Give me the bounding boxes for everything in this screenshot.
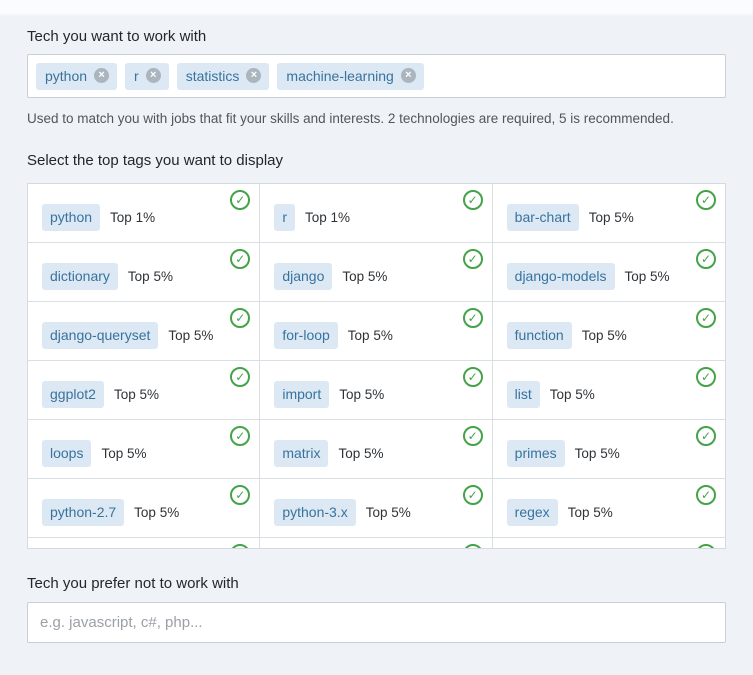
tech-preferences-panel: Tech you want to work with python × r × … xyxy=(27,28,726,643)
remove-tag-icon[interactable]: × xyxy=(145,68,161,83)
tag-rank-label: Top 5% xyxy=(624,268,670,284)
tag-rank-label: Top 5% xyxy=(588,209,634,225)
tag-chip: list xyxy=(506,380,540,408)
tag-rank-label: Top 5% xyxy=(549,386,595,402)
top-tag-cell[interactable]: ✓ xyxy=(492,538,725,548)
tag-chip: function xyxy=(506,321,572,349)
chip-label: r xyxy=(134,67,139,84)
top-tag-cell[interactable]: django-queryset Top 5% ✓ xyxy=(28,302,261,361)
remove-tag-icon[interactable]: × xyxy=(246,68,262,83)
remove-tag-icon[interactable]: × xyxy=(94,68,110,83)
check-circle-icon[interactable]: ✓ xyxy=(462,485,483,505)
top-tag-cell[interactable]: dictionary Top 5% ✓ xyxy=(28,243,261,302)
check-circle-icon[interactable]: ✓ xyxy=(695,249,716,269)
top-tag-cell[interactable]: loops Top 5% ✓ xyxy=(28,420,261,479)
top-tag-cell[interactable]: python-3.x Top 5% ✓ xyxy=(260,479,493,538)
selected-tech-chip[interactable]: statistics × xyxy=(176,62,270,90)
check-circle-icon[interactable]: ✓ xyxy=(462,249,483,269)
tag-chip: regex xyxy=(506,498,558,526)
tag-chip: python xyxy=(42,203,101,231)
tag-rank-label: Top 1% xyxy=(110,209,156,225)
selected-tech-chip[interactable]: machine-learning × xyxy=(277,62,424,90)
check-circle-icon[interactable]: ✓ xyxy=(695,367,716,387)
remove-tag-icon[interactable]: × xyxy=(400,68,416,83)
check-circle-icon[interactable]: ✓ xyxy=(230,190,251,210)
tag-chip: django-queryset xyxy=(42,321,159,349)
check-circle-icon[interactable]: ✓ xyxy=(462,190,483,210)
top-tags-grid: python Top 1% ✓ r Top 1% ✓ bar-chart Top… xyxy=(27,183,726,549)
check-circle-icon[interactable]: ✓ xyxy=(462,367,483,387)
tag-chip: ggplot2 xyxy=(42,380,104,408)
check-circle-icon[interactable]: ✓ xyxy=(230,249,251,269)
tag-chip: python-3.x xyxy=(274,498,356,526)
tag-rank-label: Top 5% xyxy=(574,445,620,461)
want-tech-heading: Tech you want to work with xyxy=(27,28,207,45)
tag-chip: import xyxy=(274,380,330,408)
check-circle-icon[interactable]: ✓ xyxy=(462,426,483,446)
top-tag-cell[interactable]: regex Top 5% ✓ xyxy=(492,479,725,538)
tag-rank-label: Top 5% xyxy=(581,327,627,343)
check-circle-icon[interactable]: ✓ xyxy=(695,544,716,548)
check-circle-icon[interactable]: ✓ xyxy=(695,190,716,210)
top-tag-cell[interactable]: ggplot2 Top 5% ✓ xyxy=(28,361,261,420)
top-tag-cell[interactable]: ✓ xyxy=(260,538,493,548)
check-circle-icon[interactable]: ✓ xyxy=(695,308,716,328)
top-tag-cell[interactable]: r Top 1% ✓ xyxy=(260,184,493,243)
check-circle-icon[interactable]: ✓ xyxy=(695,426,716,446)
want-tech-input[interactable]: python × r × statistics × machine-learni… xyxy=(27,54,726,98)
selected-tech-chip[interactable]: r × xyxy=(125,62,169,90)
top-tag-cell[interactable]: list Top 5% ✓ xyxy=(492,361,725,420)
top-tag-cell[interactable]: for-loop Top 5% ✓ xyxy=(260,302,493,361)
top-tag-cell[interactable]: ✓ xyxy=(28,538,261,548)
tag-rank-label: Top 5% xyxy=(101,445,147,461)
tag-chip: python-2.7 xyxy=(42,498,125,526)
selected-tech-chip[interactable]: python × xyxy=(36,62,118,90)
tag-rank-label: Top 5% xyxy=(347,327,393,343)
tag-chip: matrix xyxy=(274,439,329,467)
top-tag-cell[interactable]: python-2.7 Top 5% ✓ xyxy=(28,479,261,538)
check-circle-icon[interactable]: ✓ xyxy=(230,308,251,328)
tag-rank-label: Top 1% xyxy=(305,209,351,225)
tag-chip: primes xyxy=(506,439,565,467)
top-tag-cell[interactable]: function Top 5% ✓ xyxy=(492,302,725,361)
tag-chip: dictionary xyxy=(42,262,118,290)
check-circle-icon[interactable]: ✓ xyxy=(230,367,251,387)
top-tag-cell[interactable]: import Top 5% ✓ xyxy=(260,361,493,420)
chip-label: python xyxy=(45,67,88,84)
top-tag-cell[interactable]: primes Top 5% ✓ xyxy=(492,420,725,479)
tag-chip: bar-chart xyxy=(506,203,579,231)
tag-rank-label: Top 5% xyxy=(339,386,385,402)
chip-label: machine-learning xyxy=(286,67,394,84)
tag-rank-label: Top 5% xyxy=(134,504,180,520)
tag-rank-label: Top 5% xyxy=(127,268,173,284)
tag-chip: django-models xyxy=(506,262,615,290)
top-tag-cell[interactable]: bar-chart Top 5% ✓ xyxy=(492,184,725,243)
tag-chip: django xyxy=(274,262,333,290)
avoid-tech-input[interactable] xyxy=(27,602,726,643)
check-circle-icon[interactable]: ✓ xyxy=(230,426,251,446)
tag-chip: loops xyxy=(42,439,92,467)
top-tag-cell[interactable]: python Top 1% ✓ xyxy=(28,184,261,243)
check-circle-icon[interactable]: ✓ xyxy=(230,544,251,548)
want-tech-help-text: Used to match you with jobs that fit you… xyxy=(27,111,674,126)
check-circle-icon[interactable]: ✓ xyxy=(230,485,251,505)
tag-rank-label: Top 5% xyxy=(365,504,411,520)
check-circle-icon[interactable]: ✓ xyxy=(695,485,716,505)
tag-chip: for-loop xyxy=(274,321,338,349)
check-circle-icon[interactable]: ✓ xyxy=(462,544,483,548)
top-tag-cell[interactable]: matrix Top 5% ✓ xyxy=(260,420,493,479)
avoid-tech-heading: Tech you prefer not to work with xyxy=(27,575,239,592)
chip-label: statistics xyxy=(185,67,240,84)
top-tag-cell[interactable]: django Top 5% ✓ xyxy=(260,243,493,302)
check-circle-icon[interactable]: ✓ xyxy=(462,308,483,328)
tag-rank-label: Top 5% xyxy=(567,504,613,520)
tag-rank-label: Top 5% xyxy=(342,268,388,284)
top-tags-heading: Select the top tags you want to display xyxy=(27,152,283,169)
tag-rank-label: Top 5% xyxy=(113,386,159,402)
top-tag-cell[interactable]: django-models Top 5% ✓ xyxy=(492,243,725,302)
tag-chip: r xyxy=(274,203,295,231)
tag-rank-label: Top 5% xyxy=(338,445,384,461)
tag-rank-label: Top 5% xyxy=(168,327,214,343)
